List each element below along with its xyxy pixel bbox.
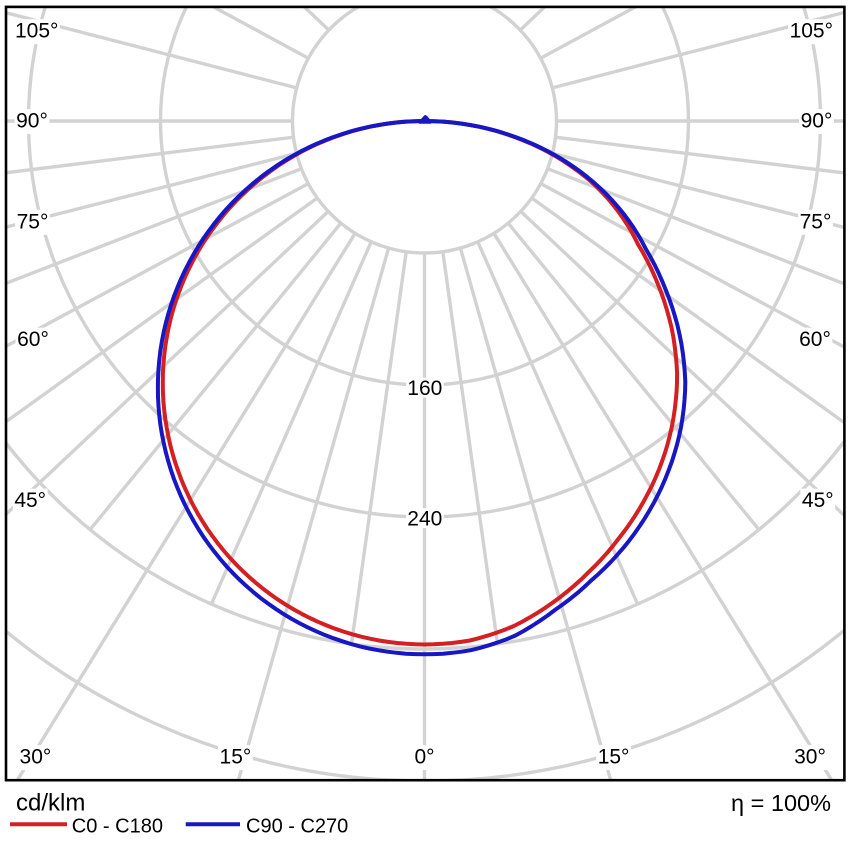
svg-text:η = 100%: η = 100% — [731, 790, 831, 816]
svg-text:160: 160 — [407, 377, 442, 400]
svg-text:60°: 60° — [799, 328, 831, 351]
svg-text:cd/klm: cd/klm — [16, 789, 85, 816]
svg-text:0°: 0° — [414, 746, 434, 769]
svg-text:15°: 15° — [220, 746, 252, 769]
svg-text:90°: 90° — [801, 110, 833, 133]
svg-text:45°: 45° — [802, 489, 834, 512]
svg-text:45°: 45° — [14, 489, 46, 512]
svg-text:15°: 15° — [598, 746, 630, 769]
svg-text:105°: 105° — [15, 20, 58, 43]
svg-text:240: 240 — [407, 508, 442, 531]
svg-text:90°: 90° — [16, 110, 48, 133]
svg-text:75°: 75° — [17, 210, 49, 233]
svg-text:C90 - C270: C90 - C270 — [246, 816, 348, 838]
svg-text:C0 - C180: C0 - C180 — [72, 816, 163, 838]
svg-text:30°: 30° — [794, 746, 826, 769]
svg-text:60°: 60° — [17, 328, 49, 351]
svg-text:105°: 105° — [790, 20, 833, 43]
svg-text:30°: 30° — [20, 746, 52, 769]
svg-text:75°: 75° — [800, 210, 832, 233]
